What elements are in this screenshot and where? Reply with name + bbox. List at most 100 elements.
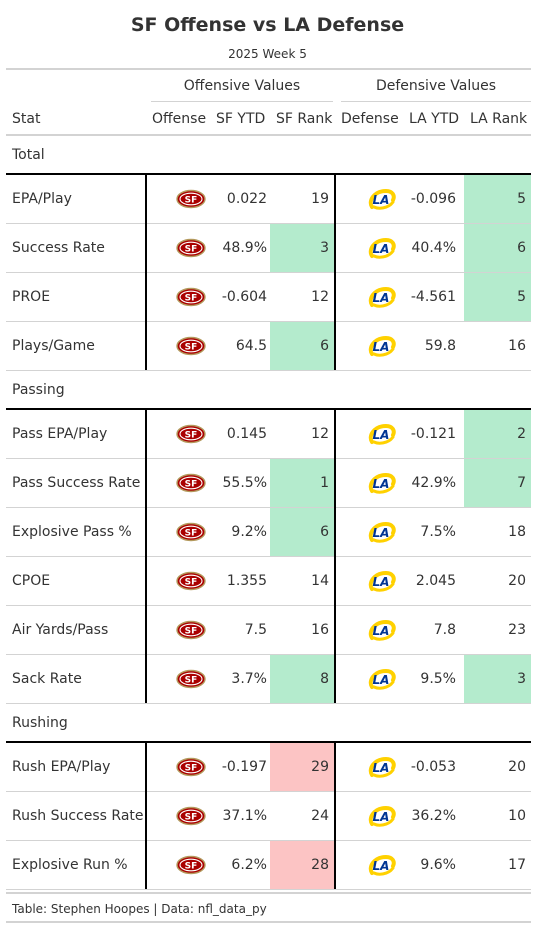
offense-logo-icon: SF	[174, 743, 208, 791]
sf-ytd-cell: 9.2%	[231, 524, 267, 540]
svg-text:LA: LA	[373, 193, 390, 207]
stat-cell: Pass Success Rate	[12, 475, 141, 491]
la-rank-cell: 16	[508, 338, 526, 354]
defense-logo-icon: LA	[364, 508, 398, 556]
la-ytd-cell: -4.561	[410, 289, 456, 305]
table-row: Pass Success Rate 55.5% 1 42.9% 7 SF LA	[6, 459, 531, 508]
col-header-sf-rank: SF Rank	[276, 111, 333, 127]
la-ytd-cell: 9.5%	[420, 671, 456, 687]
svg-text:SF: SF	[185, 813, 198, 823]
header-rule	[6, 134, 531, 136]
stat-cell: Explosive Pass %	[12, 524, 132, 540]
svg-text:LA: LA	[373, 575, 390, 589]
stat-cell: CPOE	[12, 573, 51, 589]
svg-text:SF: SF	[185, 862, 198, 872]
offense-logo-icon: SF	[174, 655, 208, 703]
sf-ytd-cell: 48.9%	[222, 240, 267, 256]
la-ytd-cell: -0.121	[410, 426, 456, 442]
svg-text:SF: SF	[185, 480, 198, 490]
defense-logo-icon: LA	[364, 557, 398, 605]
sf-rank-cell: 6	[270, 508, 334, 556]
defense-logo-icon: LA	[364, 459, 398, 507]
sf-ytd-cell: -0.197	[221, 759, 267, 775]
column-divider	[334, 741, 336, 889]
sf-ytd-cell: 6.2%	[231, 857, 267, 873]
defense-logo-icon: LA	[364, 606, 398, 654]
svg-text:SF: SF	[185, 196, 198, 206]
col-header-la-ytd: LA YTD	[409, 111, 460, 127]
la-rank-cell: 20	[508, 759, 526, 775]
la-ytd-cell: 2.045	[415, 573, 456, 589]
sf-rank-cell: 14	[311, 573, 329, 589]
offense-logo-icon: SF	[174, 792, 208, 840]
stat-cell: Rush EPA/Play	[12, 759, 111, 775]
table-row: Explosive Run % 6.2% 28 9.6% 17 SF LA	[6, 841, 531, 890]
svg-text:LA: LA	[373, 810, 390, 824]
col-header-stat: Stat	[12, 111, 41, 127]
svg-text:LA: LA	[373, 291, 390, 305]
offense-logo-icon: SF	[174, 841, 208, 889]
sf-rank-cell: 8	[270, 655, 334, 703]
table-row: Rush EPA/Play -0.197 29 -0.053 20 SF LA	[6, 743, 531, 792]
svg-text:SF: SF	[185, 529, 198, 539]
offensive-spanner-rule	[151, 101, 333, 102]
table-row: Air Yards/Pass 7.5 16 7.8 23 SF LA	[6, 606, 531, 655]
table-row: Rush Success Rate 37.1% 24 36.2% 10 SF LA	[6, 792, 531, 841]
group-label: Rushing	[12, 715, 68, 731]
stat-cell: Explosive Run %	[12, 857, 128, 873]
stat-cell: Air Yards/Pass	[12, 622, 109, 638]
la-ytd-cell: -0.096	[410, 191, 456, 207]
sf-rank-cell: 28	[270, 841, 334, 889]
column-divider	[145, 408, 147, 703]
la-ytd-cell: 59.8	[424, 338, 456, 354]
top-rule	[6, 68, 531, 70]
sf-rank-cell: 6	[270, 322, 334, 370]
sf-rank-cell: 1	[270, 459, 334, 507]
column-divider	[145, 741, 147, 889]
defense-logo-icon: LA	[364, 655, 398, 703]
la-ytd-cell: 7.5%	[420, 524, 456, 540]
sf-ytd-cell: 3.7%	[231, 671, 267, 687]
offense-logo-icon: SF	[174, 273, 208, 321]
svg-text:SF: SF	[185, 764, 198, 774]
sf-rank-cell: 3	[270, 224, 334, 272]
stat-cell: Rush Success Rate	[12, 808, 144, 824]
svg-text:SF: SF	[185, 676, 198, 686]
defense-logo-icon: LA	[364, 410, 398, 458]
svg-text:LA: LA	[373, 242, 390, 256]
offense-logo-icon: SF	[174, 224, 208, 272]
defense-logo-icon: LA	[364, 743, 398, 791]
sf-rank-cell: 19	[311, 191, 329, 207]
offense-logo-icon: SF	[174, 410, 208, 458]
svg-text:LA: LA	[373, 526, 390, 540]
source-note: Table: Stephen Hoopes | Data: nfl_data_p…	[12, 902, 267, 916]
defensive-values-spanner: Defensive Values	[375, 78, 497, 94]
group-top-rule	[6, 173, 531, 175]
col-header-sf-ytd: SF YTD	[216, 111, 266, 127]
table-row: Sack Rate 3.7% 8 9.5% 3 SF LA	[6, 655, 531, 704]
defense-logo-icon: LA	[364, 175, 398, 223]
sf-ytd-cell: 55.5%	[222, 475, 267, 491]
offense-logo-icon: SF	[174, 175, 208, 223]
table-row: Pass EPA/Play 0.145 12 -0.121 2 SF LA	[6, 410, 531, 459]
sf-ytd-cell: 37.1%	[222, 808, 267, 824]
svg-text:LA: LA	[373, 428, 390, 442]
col-header-la-rank: LA Rank	[470, 111, 528, 127]
sf-rank-cell: 16	[311, 622, 329, 638]
defense-logo-icon: LA	[364, 841, 398, 889]
sf-ytd-cell: 0.145	[226, 426, 267, 442]
svg-text:SF: SF	[185, 343, 198, 353]
table-row: PROE -0.604 12 -4.561 5 SF LA	[6, 273, 531, 322]
sf-ytd-cell: 7.5	[244, 622, 267, 638]
table-title: SF Offense vs LA Defense	[130, 14, 405, 36]
svg-text:SF: SF	[185, 245, 198, 255]
column-divider	[334, 408, 336, 703]
bottom-rule	[6, 892, 531, 894]
offense-logo-icon: SF	[174, 557, 208, 605]
sf-ytd-cell: 1.355	[226, 573, 267, 589]
svg-text:SF: SF	[185, 431, 198, 441]
col-header-offense: Offense	[152, 111, 207, 127]
group-label: Passing	[12, 382, 65, 398]
offensive-values-spanner: Offensive Values	[183, 78, 301, 94]
